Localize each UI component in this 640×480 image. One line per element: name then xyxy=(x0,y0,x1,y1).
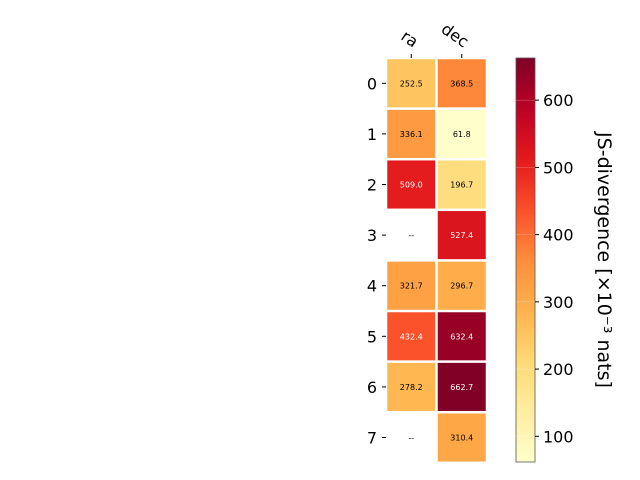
cell-label: 61.8 xyxy=(453,130,471,139)
colorbar-tick-label: 100 xyxy=(543,427,574,446)
cell-label: 278.2 xyxy=(400,383,423,392)
colorbar-ticks: 100 200 300 400 500 600 xyxy=(516,91,574,446)
heatmap-cell xyxy=(387,160,436,209)
row-label: 7 xyxy=(367,429,377,448)
colorbar-tick-label: 600 xyxy=(543,91,574,110)
colorbar-label: JS-divergence [×10⁻³ nats] xyxy=(593,131,615,388)
cell-label: 252.5 xyxy=(400,79,423,88)
heatmap-cell xyxy=(437,312,486,361)
cell-label: 432.4 xyxy=(400,332,423,341)
colorbar-gradient xyxy=(515,57,536,463)
colorbar-tick-label: 200 xyxy=(543,360,574,379)
cell-label: 527.4 xyxy=(450,231,473,240)
cell-label: 196.7 xyxy=(450,181,473,190)
colorbar-tick-label: 500 xyxy=(543,158,574,177)
cell-label: -- xyxy=(408,434,414,443)
column-axis: ra dec xyxy=(398,19,472,58)
heatmap-cell xyxy=(437,109,486,158)
heatmap-cell xyxy=(387,261,436,310)
column-label: dec xyxy=(438,19,472,51)
heatmap-cell xyxy=(437,211,486,260)
cell-label: 509.0 xyxy=(400,181,423,190)
row-label: 5 xyxy=(367,327,377,346)
row-label: 0 xyxy=(367,74,377,93)
row-label: 1 xyxy=(367,125,377,144)
row-label: 2 xyxy=(367,176,377,195)
cell-label: 310.4 xyxy=(450,434,473,443)
heatmap-cell xyxy=(387,362,436,411)
heatmap-cell xyxy=(387,59,436,108)
cell-label: 336.1 xyxy=(400,130,423,139)
cell-label: 321.7 xyxy=(400,282,423,291)
heatmap-cells: 252.5 368.5 336.1 61.8 509.0 196.7 -- 527.4 321.… xyxy=(387,59,486,462)
row-axis: 0 1 2 3 4 5 6 7 xyxy=(367,74,386,448)
cell-label: 296.7 xyxy=(450,282,473,291)
heatmap-cell xyxy=(437,59,486,108)
cell-label: 662.7 xyxy=(450,383,473,392)
column-label: ra xyxy=(398,26,422,51)
colorbar-tick-label: 300 xyxy=(543,293,574,312)
cell-label: 368.5 xyxy=(450,79,473,88)
heatmap-cell xyxy=(387,109,436,158)
colorbar: 100 200 300 400 500 600 JS-divergence [×10⁻³ … xyxy=(515,57,615,463)
row-label: 4 xyxy=(367,277,377,296)
heatmap-cell xyxy=(437,413,486,462)
heatmap-cell xyxy=(437,261,486,310)
row-label: 6 xyxy=(367,378,377,397)
row-label: 3 xyxy=(367,226,377,245)
heatmap-cell xyxy=(437,362,486,411)
cell-label: 632.4 xyxy=(450,332,473,341)
heatmap-cell xyxy=(387,312,436,361)
heatmap-cell xyxy=(437,160,486,209)
colorbar-tick-label: 400 xyxy=(543,226,574,245)
cell-label: -- xyxy=(408,231,414,240)
